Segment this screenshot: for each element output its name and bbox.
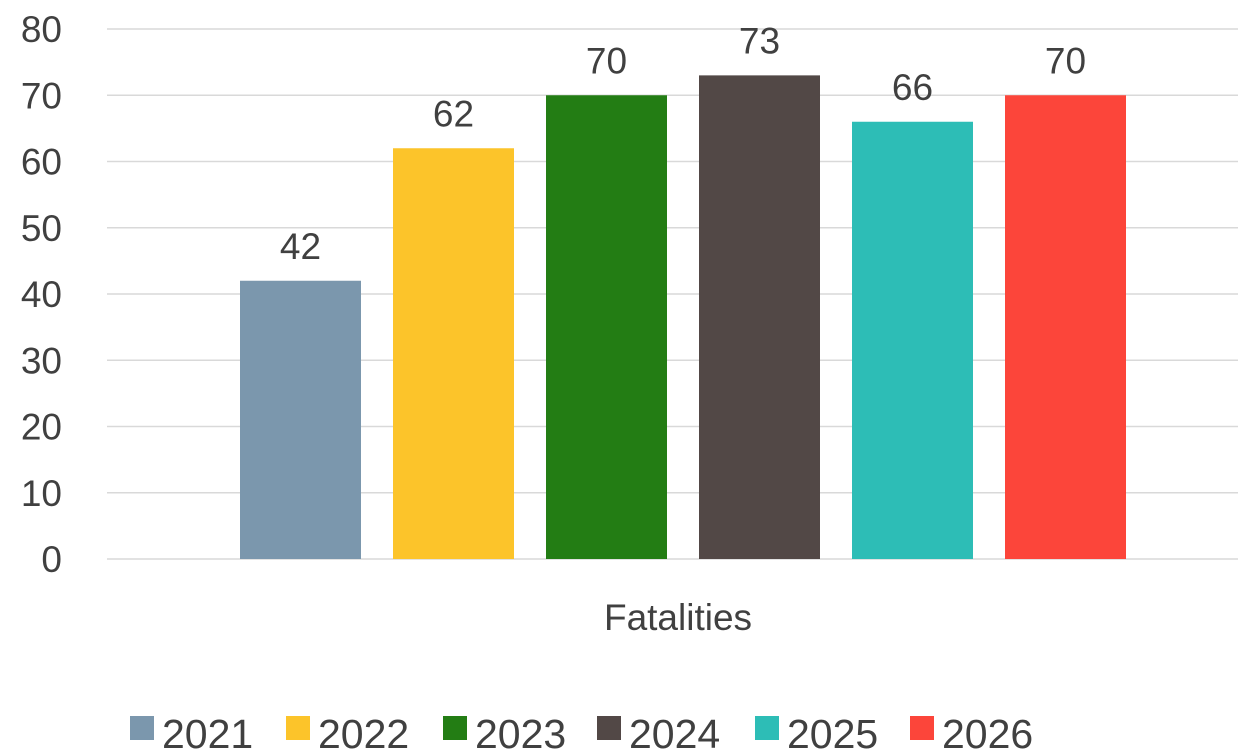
data-label-2021: 42 <box>280 226 321 267</box>
y-tick-label: 40 <box>21 274 62 315</box>
legend-swatch-2024 <box>597 716 621 740</box>
y-tick-label: 30 <box>21 340 62 381</box>
y-tick-label: 70 <box>21 75 62 116</box>
legend-label-2024: 2024 <box>629 711 720 755</box>
bar-2026 <box>1005 95 1126 559</box>
legend-swatch-2025 <box>755 716 779 740</box>
legend-label-2026: 2026 <box>942 711 1033 755</box>
legend-swatch-2023 <box>443 716 467 740</box>
y-axis-tick-labels: 0 10 20 30 40 50 60 70 80 <box>21 9 62 580</box>
y-tick-label: 60 <box>21 142 62 183</box>
legend-swatch-2022 <box>286 716 310 740</box>
y-tick-label: 80 <box>21 9 62 50</box>
bars <box>240 75 1126 559</box>
data-label-2024: 73 <box>739 20 780 61</box>
legend-label-2025: 2025 <box>787 711 878 755</box>
data-label-2026: 70 <box>1045 40 1086 81</box>
category-label: Fatalities <box>604 597 752 638</box>
legend-label-2021: 2021 <box>162 711 253 755</box>
bar-2023 <box>546 95 667 559</box>
y-tick-label: 50 <box>21 208 62 249</box>
x-axis-category-labels: Fatalities <box>604 597 752 638</box>
legend-label-2022: 2022 <box>318 711 409 755</box>
legend: 2021 2022 2023 2024 2025 2026 <box>130 711 1033 755</box>
bar-2022 <box>393 148 514 559</box>
legend-swatch-2021 <box>130 716 154 740</box>
y-tick-label: 0 <box>41 539 62 580</box>
data-label-2025: 66 <box>892 67 933 108</box>
y-tick-label: 20 <box>21 407 62 448</box>
legend-swatch-2026 <box>910 716 934 740</box>
data-label-2022: 62 <box>433 93 474 134</box>
y-tick-label: 10 <box>21 473 62 514</box>
bar-2021 <box>240 280 361 559</box>
legend-label-2023: 2023 <box>475 711 566 755</box>
data-label-2023: 70 <box>586 40 627 81</box>
bar-2025 <box>852 121 973 559</box>
bar-2024 <box>699 75 820 559</box>
data-labels: 42 62 70 73 66 70 <box>280 20 1086 266</box>
